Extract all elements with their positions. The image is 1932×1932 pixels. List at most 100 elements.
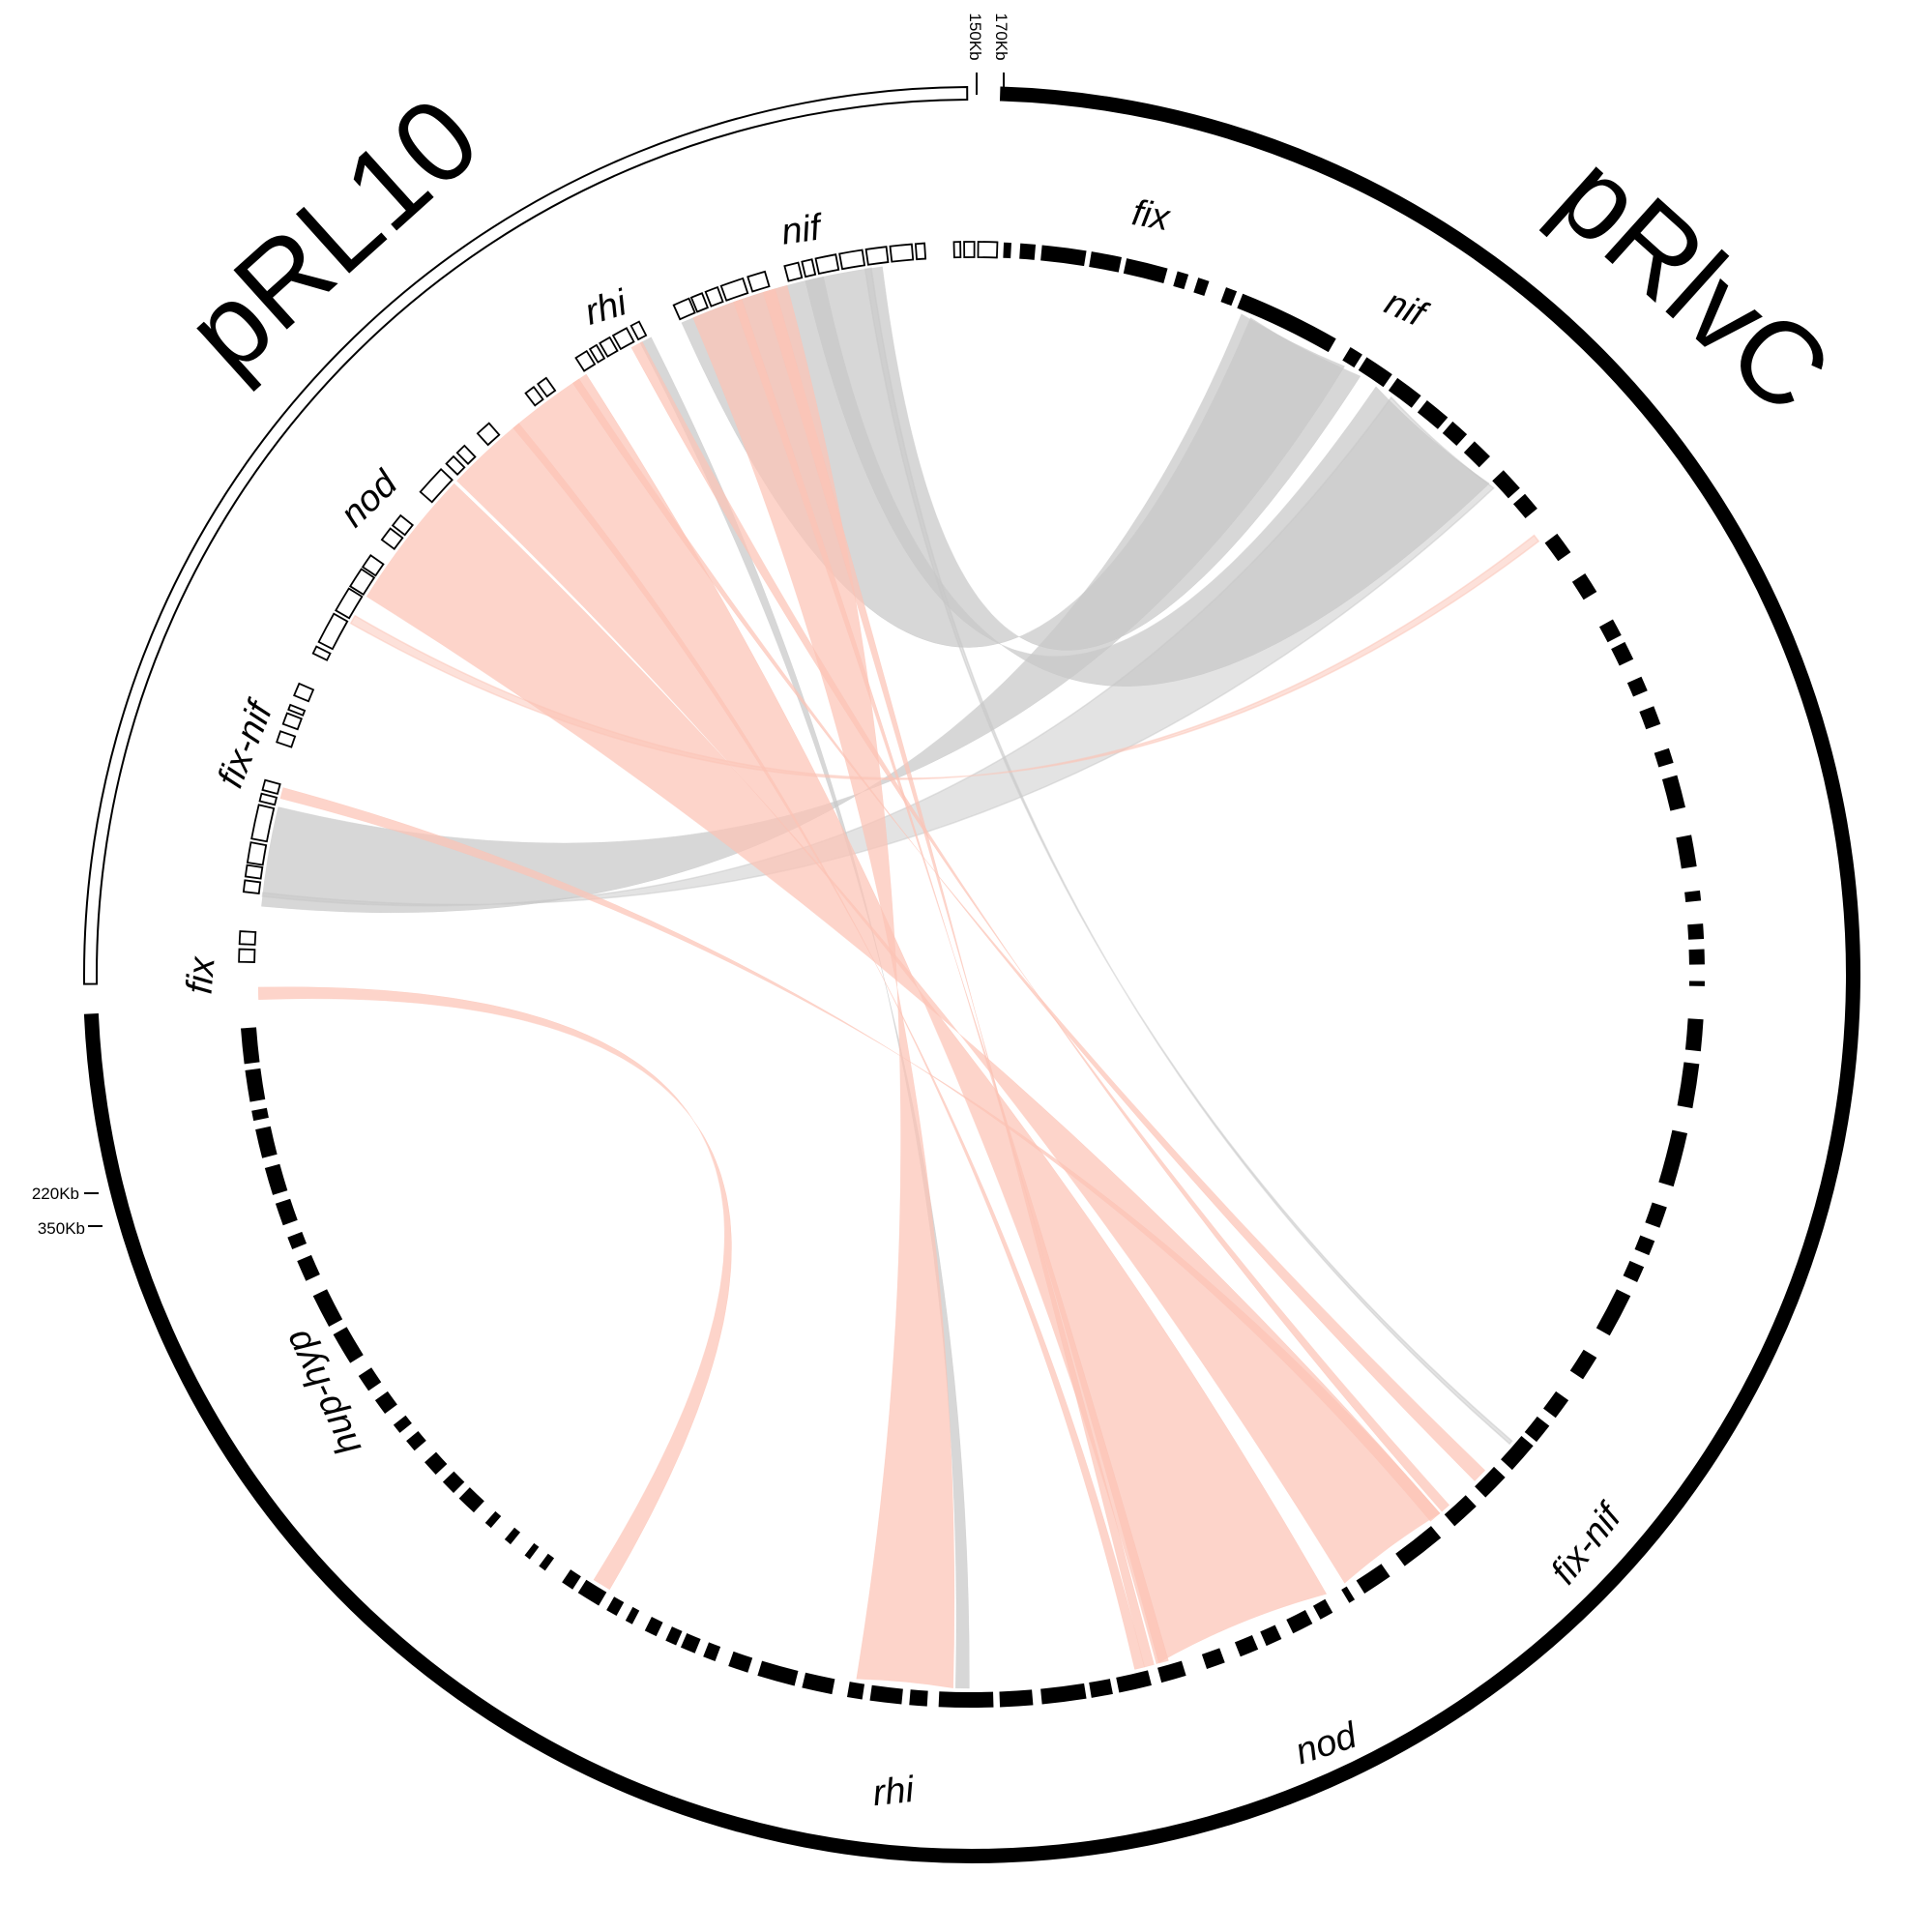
gene-block-pRlvC <box>1634 1235 1655 1256</box>
gene-box-pRL10 <box>238 948 256 963</box>
gene-block-pRlvC <box>1234 1635 1259 1657</box>
direct-link <box>366 483 1441 1584</box>
gene-box-pRL10 <box>244 864 264 880</box>
inverted-link <box>864 267 1513 1446</box>
cluster-label-pRL10-fix-nif: fix-nif <box>210 693 281 793</box>
gene-block-pRlvC <box>1220 287 1238 307</box>
gene-block-pRlvC <box>1626 676 1648 697</box>
gene-box-pRL10 <box>238 930 257 946</box>
gene-box-pRL10 <box>455 444 477 465</box>
gene-block-pRlvC <box>1569 1349 1597 1380</box>
gene-box-pRL10 <box>801 258 817 278</box>
gene-block-pRlvC <box>1003 242 1011 259</box>
gene-block-pRlvC <box>524 1542 540 1560</box>
gene-block-pRlvC <box>504 1527 521 1545</box>
gene-box-pRL10 <box>599 336 619 358</box>
gene-box-pRL10 <box>952 241 962 259</box>
direct-link <box>279 787 1441 1522</box>
gene-block-pRlvC <box>1342 346 1362 368</box>
plasmid-name-pRL10: pRL10 <box>162 73 503 397</box>
gene-box-pRL10 <box>445 454 466 476</box>
plasmid-name-pRlvC: pRlvC <box>1533 130 1854 437</box>
cluster-label-pRlvC-fix: fix <box>1129 192 1175 239</box>
gene-block-pRlvC <box>703 1642 721 1661</box>
gene-block-pRlvC <box>1677 1062 1700 1109</box>
gene-box-pRL10 <box>281 712 303 731</box>
gene-tracks <box>238 241 1705 1708</box>
direct-link <box>571 378 1486 1482</box>
gene-box-pRL10 <box>287 703 307 717</box>
gene-block-pRlvC <box>1089 251 1123 273</box>
gene-block-pRlvC <box>1639 706 1661 730</box>
gene-box-pRL10 <box>838 249 866 271</box>
gene-box-pRL10 <box>476 422 501 447</box>
cluster-label-pRL10-nif: nif <box>779 207 827 253</box>
gene-block-pRlvC <box>251 1107 269 1122</box>
gene-block-pRlvC <box>1237 293 1336 353</box>
gene-block-pRlvC <box>484 1510 502 1529</box>
gene-block-pRlvC <box>275 1198 298 1226</box>
gene-block-pRlvC <box>757 1660 799 1686</box>
gene-block-pRlvC <box>999 1689 1034 1708</box>
gene-block-pRlvC <box>869 1684 903 1705</box>
gene-block-pRlvC <box>1658 1129 1688 1187</box>
gene-box-pRL10 <box>611 327 635 351</box>
gene-block-pRlvC <box>728 1651 753 1673</box>
tick-pRL10-end: 220Kb <box>32 1185 99 1203</box>
gene-block-pRlvC <box>1193 278 1210 297</box>
gene-box-pRL10 <box>588 343 606 364</box>
gene-block-pRlvC <box>1475 1466 1506 1498</box>
gene-box-pRL10 <box>963 241 976 258</box>
gene-block-pRlvC <box>1040 245 1087 267</box>
tick-label-pRL10-end: 220Kb <box>32 1185 79 1203</box>
gene-block-pRlvC <box>1116 1670 1152 1693</box>
gene-block-pRlvC <box>1201 1648 1225 1669</box>
gene-block-pRlvC <box>1501 1435 1534 1471</box>
gene-block-pRlvC <box>442 1471 465 1493</box>
cluster-label-pRL10-fix: fix <box>179 953 222 996</box>
gene-box-pRL10 <box>864 246 890 266</box>
gene-block-pRlvC <box>255 1126 278 1158</box>
gene-block-pRlvC <box>846 1682 865 1700</box>
direct-link <box>762 288 1155 1668</box>
gene-block-pRlvC <box>1260 1625 1282 1647</box>
tick-pRlvC-start: 170Kb <box>992 13 1010 95</box>
direct-link <box>733 299 1169 1664</box>
gene-block-pRlvC <box>1688 981 1705 986</box>
gene-block-pRlvC <box>644 1617 663 1637</box>
gene-block-pRlvC <box>1356 1564 1390 1595</box>
gene-block-pRlvC <box>1571 572 1597 600</box>
plasmid-label-pRlvC: pRlvC <box>1533 130 1854 437</box>
gene-block-pRlvC <box>393 1415 412 1433</box>
gene-box-pRL10 <box>293 682 315 703</box>
cluster-label-pRlvC-rhi: rhi <box>871 1770 918 1814</box>
cluster-label-pRlvC-nif: nif <box>1379 282 1434 337</box>
gene-block-pRlvC <box>374 1390 397 1415</box>
gene-block-pRlvC <box>1524 1416 1550 1443</box>
gene-block-pRlvC <box>606 1596 625 1616</box>
gene-block-pRlvC <box>680 1632 701 1654</box>
gene-block-pRlvC <box>1173 271 1189 290</box>
gene-box-pRL10 <box>574 349 597 372</box>
plasmid-rings <box>83 86 1860 1863</box>
gene-block-pRlvC <box>1623 1260 1645 1282</box>
tick-pRlvC-end: 350Kb <box>38 1219 102 1238</box>
gene-box-pRL10 <box>672 297 696 321</box>
gene-box-pRL10 <box>276 730 297 748</box>
gene-block-pRlvC <box>264 1163 288 1195</box>
gene-block-pRlvC <box>802 1672 835 1695</box>
gene-block-pRlvC <box>297 1254 320 1281</box>
gene-block-pRlvC <box>1688 949 1705 965</box>
gene-box-pRL10 <box>250 804 276 843</box>
gene-block-pRlvC <box>1595 1289 1631 1336</box>
gene-block-pRlvC <box>241 1027 260 1065</box>
gene-block-pRlvC <box>1358 357 1392 388</box>
gene-block-pRlvC <box>358 1367 382 1391</box>
gene-block-pRlvC <box>1611 641 1634 666</box>
gene-block-pRlvC <box>1684 890 1702 903</box>
direct-link <box>630 341 1450 1512</box>
gene-box-pRL10 <box>242 879 262 894</box>
gene-block-pRlvC <box>333 1327 364 1363</box>
gene-block-pRlvC <box>1395 1526 1442 1566</box>
